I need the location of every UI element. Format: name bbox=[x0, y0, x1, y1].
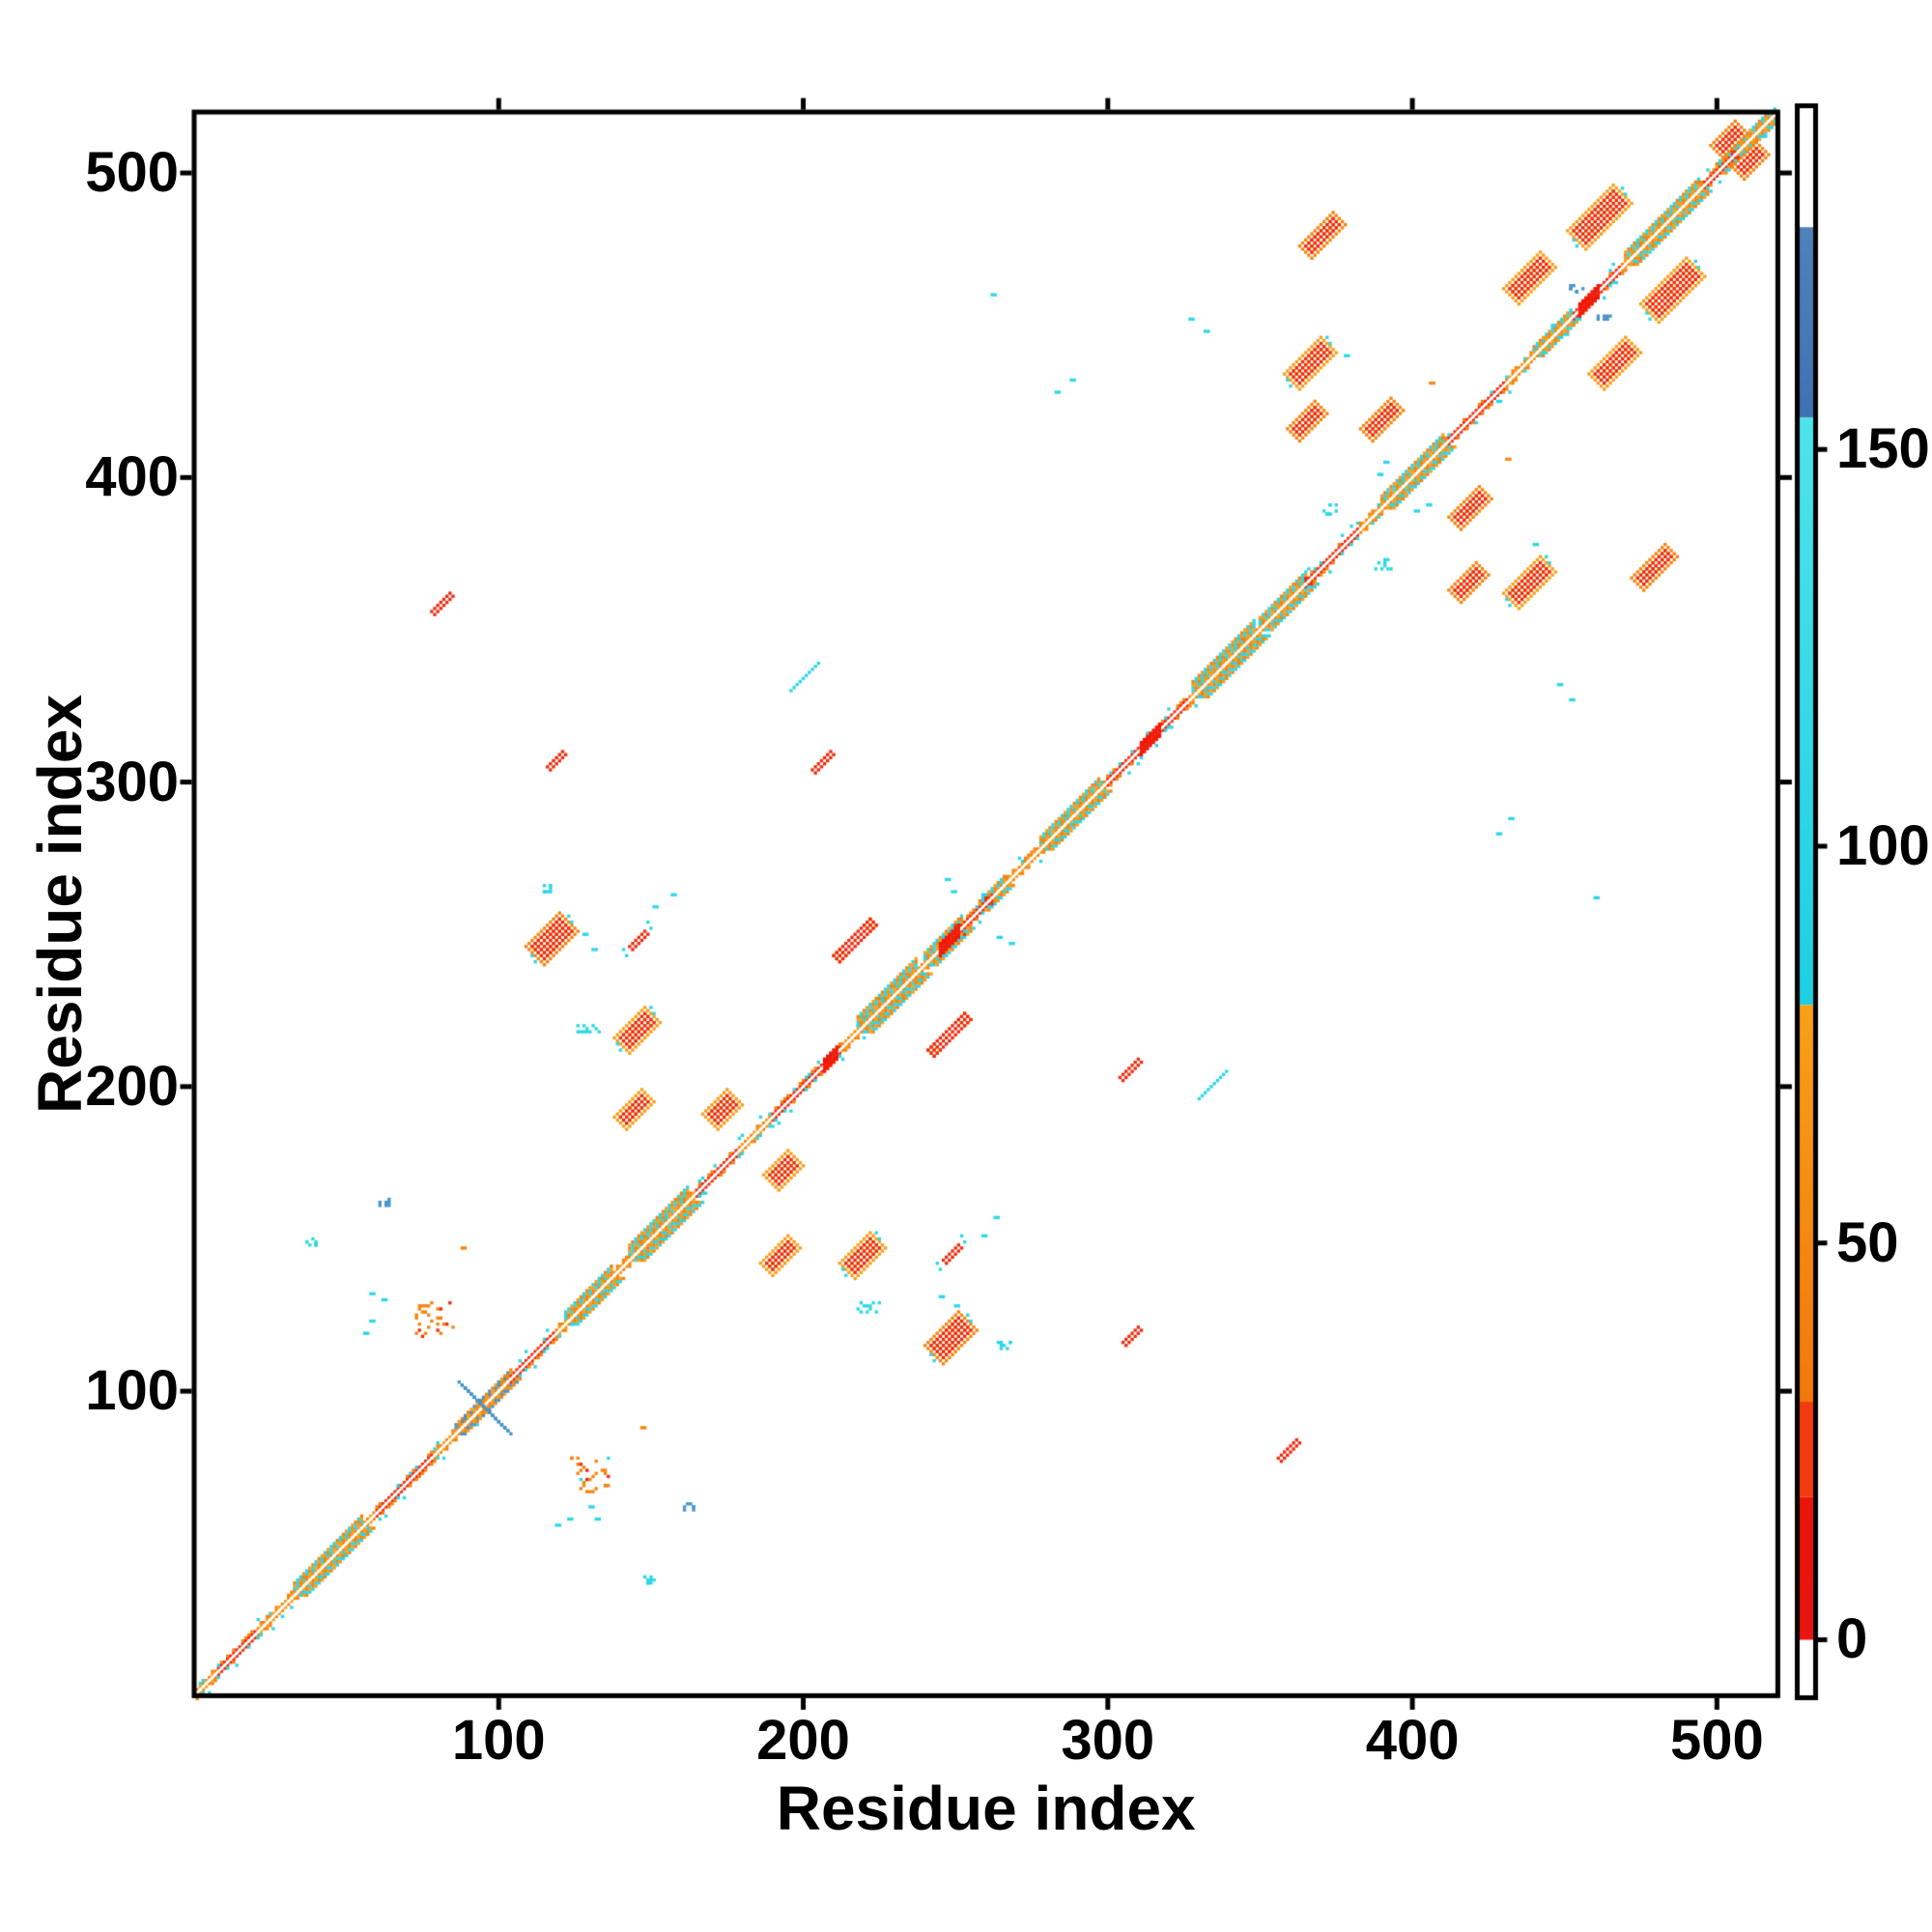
y-axis-title: Residue index bbox=[25, 694, 95, 1114]
y-tick-label-200: 200 bbox=[85, 1054, 179, 1118]
y-tick-label-100: 100 bbox=[85, 1359, 179, 1423]
colorbar-tick-label-50: 50 bbox=[1836, 1210, 1899, 1274]
colorbar-tick-label-0: 0 bbox=[1836, 1607, 1868, 1671]
x-tick-label-400: 400 bbox=[1365, 1709, 1460, 1773]
y-tick-label-300: 300 bbox=[85, 750, 179, 813]
y-tick-label-400: 400 bbox=[85, 445, 179, 509]
colorbar-tick-label-100: 100 bbox=[1836, 813, 1930, 877]
x-tick-label-300: 300 bbox=[1061, 1709, 1155, 1773]
x-tick-label-200: 200 bbox=[756, 1709, 850, 1773]
y-tick-label-500: 500 bbox=[85, 141, 179, 205]
x-tick-label-100: 100 bbox=[451, 1709, 546, 1773]
colorbar-tick-label-150: 150 bbox=[1836, 417, 1930, 481]
x-axis-title: Residue index bbox=[776, 1774, 1196, 1844]
x-tick-label-500: 500 bbox=[1669, 1709, 1764, 1773]
